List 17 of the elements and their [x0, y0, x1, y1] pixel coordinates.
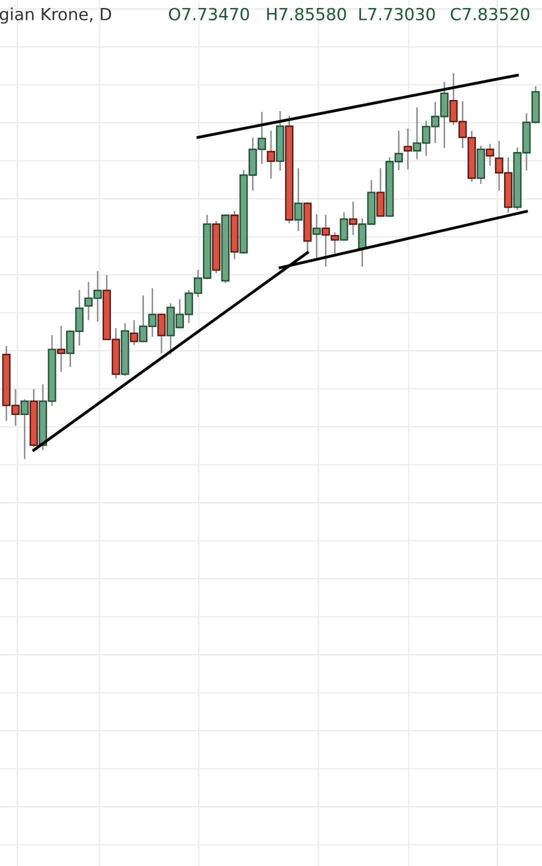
text: O7.73470 — [168, 8, 249, 20]
candlestick — [130, 319, 138, 346]
text: L7.73030 — [359, 8, 435, 20]
candlestick — [340, 211, 348, 242]
chart-title: gian Krone, D — [0, 8, 112, 24]
candlestick — [404, 128, 412, 170]
candlestick — [376, 167, 385, 218]
candlestick — [486, 143, 494, 167]
candlestick — [312, 213, 321, 260]
candlestick — [56, 325, 66, 373]
candlestick — [266, 130, 276, 180]
candlestick — [20, 398, 29, 460]
candlestick — [294, 167, 303, 232]
text: H7.85580 — [267, 8, 346, 20]
candlestick — [348, 201, 358, 236]
candlestick — [157, 312, 166, 354]
text: C7.83520 — [450, 8, 530, 20]
